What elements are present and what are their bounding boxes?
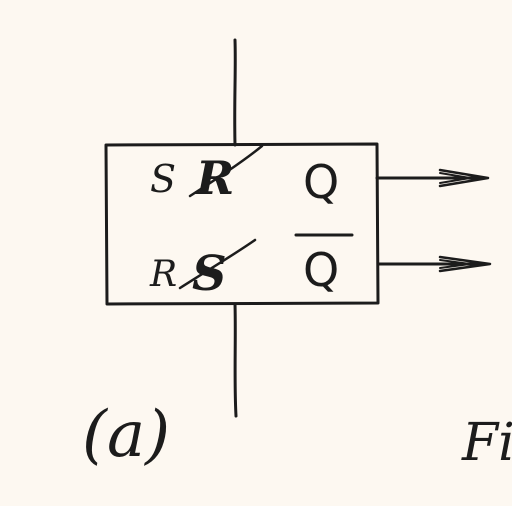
bottom-wire <box>233 302 238 418</box>
figure-label-partial: Fi <box>461 413 512 473</box>
label-r-bottom: R <box>149 254 177 295</box>
strike-mark-bottom <box>178 238 257 290</box>
top-input-wire <box>233 38 237 147</box>
output-arrow-q <box>375 168 490 188</box>
caption-a: (a) <box>82 398 170 472</box>
strike-mark-top <box>188 144 264 198</box>
label-r-top-struck: R <box>194 151 234 205</box>
output-q-bar-label: Q <box>303 243 339 297</box>
block-outline <box>104 142 380 306</box>
label-s-bottom-struck: S <box>192 246 227 302</box>
label-s-top: S <box>150 157 176 201</box>
output-arrow-q-bar <box>376 255 492 273</box>
output-q-label: Q <box>303 155 339 209</box>
